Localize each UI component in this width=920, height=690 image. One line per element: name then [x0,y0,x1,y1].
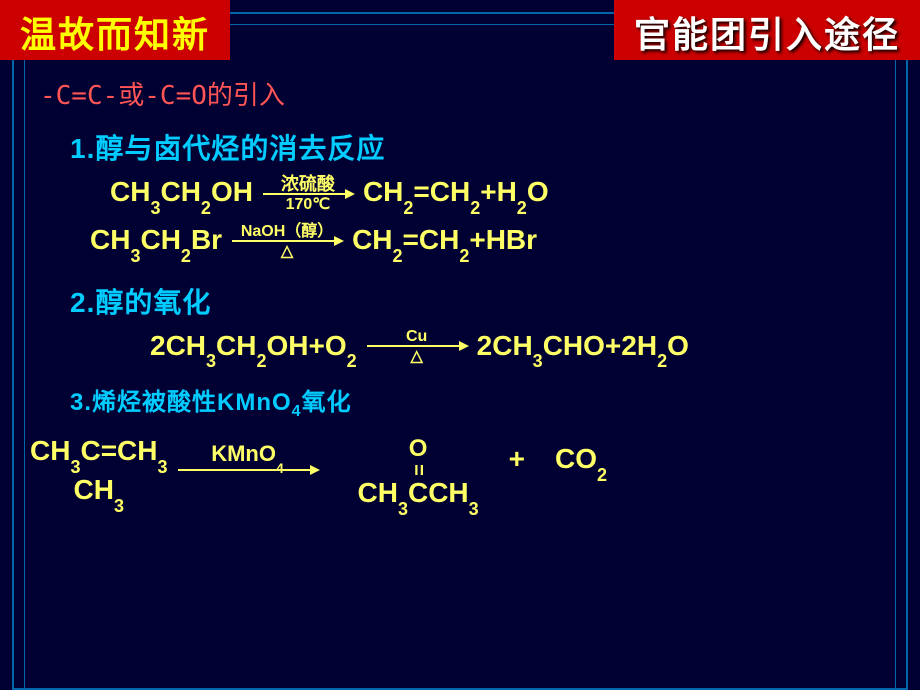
eq4-arrow: KMnO4 [178,443,318,490]
eq1-lhs: CH3CH2OH [110,176,253,213]
eq1-arrow: 浓硫酸 170℃ [263,175,353,214]
equation-4: CH3C=CH3 CH3 KMnO4 O = CH3CCH3 + CO2 [30,435,900,514]
eq4-product-ketone: O = CH3CCH3 [358,435,479,514]
eq1-rhs: CH2=CH2+H2O [363,176,549,213]
equation-3: 2CH3CH2OH+O2 Cu △ 2CH3CHO+2H2O [150,329,900,366]
eq1-cond-bot: 170℃ [286,195,331,214]
equation-2: CH3CH2Br NaOH（醇） △ CH2=CH2+HBr [90,224,900,261]
eq3-cond-bot: △ [411,347,423,366]
content-area: -C=C-或-C=O的引入 1.醇与卤代烃的消去反应 CH3CH2OH 浓硫酸 … [40,75,900,524]
header-left-title: 温故而知新 [0,0,230,60]
section-1-title: 1.醇与卤代烃的消去反应 [70,127,900,167]
equation-1: CH3CH2OH 浓硫酸 170℃ CH2=CH2+H2O [110,175,900,214]
eq2-rhs: CH2=CH2+HBr [352,224,537,261]
eq2-cond-top: NaOH（醇） [241,224,333,240]
eq2-cond-bot: △ [281,242,293,261]
subtitle: -C=C-或-C=O的引入 [40,75,900,112]
section-3-title: 3.烯烃被酸性KMnO4氧化 [70,382,900,421]
section-2-title: 2.醇的氧化 [70,281,900,321]
eq4-co2: CO2 [555,443,607,480]
eq2-lhs: CH3CH2Br [90,224,222,261]
header-right-title: 官能团引入途径 [614,0,920,60]
eq1-cond-top: 浓硫酸 [281,175,335,193]
eq2-arrow: NaOH（醇） △ [232,224,342,261]
eq3-arrow: Cu △ [367,329,467,366]
eq4-cond-top: KMnO4 [211,443,284,468]
eq3-lhs: 2CH3CH2OH+O2 [150,330,357,367]
eq4-lhs: CH3C=CH3 CH3 [30,435,168,510]
eq4-plus: + [509,443,525,475]
eq3-cond-top: Cu [406,329,427,345]
eq3-rhs: 2CH3CHO+2H2O [477,330,689,367]
header: 温故而知新 官能团引入途径 [0,0,920,60]
